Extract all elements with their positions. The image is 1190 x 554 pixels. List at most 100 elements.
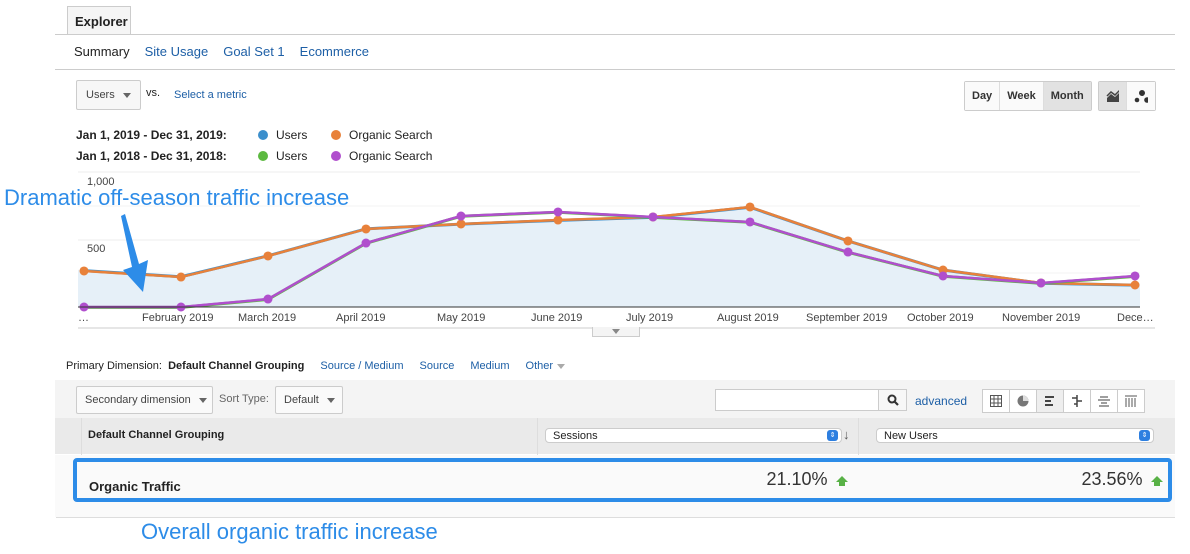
metric-dropdown[interactable]: Users bbox=[76, 80, 141, 110]
dimension-medium[interactable]: Medium bbox=[470, 360, 510, 372]
chevron-down-icon bbox=[612, 329, 620, 334]
data-point[interactable] bbox=[263, 294, 273, 304]
data-point[interactable] bbox=[938, 271, 948, 281]
data-point[interactable] bbox=[456, 219, 466, 229]
granularity-selector: Day Week Month bbox=[964, 81, 1092, 111]
week-button[interactable]: Week bbox=[1000, 82, 1044, 110]
term-cloud-button[interactable] bbox=[1091, 390, 1118, 412]
x-axis-label: Dece… bbox=[1117, 312, 1154, 324]
subtab-summary[interactable]: Summary bbox=[74, 44, 130, 59]
chart-area-fill bbox=[78, 206, 1140, 307]
data-point[interactable] bbox=[745, 217, 755, 227]
month-button[interactable]: Month bbox=[1043, 82, 1091, 110]
data-point[interactable] bbox=[553, 207, 563, 217]
dimension-source-medium[interactable]: Source / Medium bbox=[320, 360, 404, 372]
table-search-input[interactable] bbox=[715, 389, 879, 411]
data-point[interactable] bbox=[361, 238, 371, 248]
line-chart-button[interactable] bbox=[1099, 82, 1127, 110]
primary-dimension-active: Default Channel Grouping bbox=[168, 360, 305, 372]
y-tick-1000: 1,000 bbox=[87, 176, 115, 188]
data-point[interactable] bbox=[745, 202, 755, 212]
legend-dot-icon bbox=[258, 129, 268, 140]
data-point[interactable] bbox=[1036, 278, 1046, 288]
new-users-change: 23.56% bbox=[1030, 469, 1163, 490]
legend-dot-icon bbox=[331, 150, 341, 161]
dimension-column-header[interactable]: Default Channel Grouping bbox=[88, 429, 225, 441]
data-point[interactable] bbox=[843, 247, 853, 257]
subtab-ecommerce[interactable]: Ecommerce bbox=[299, 44, 370, 59]
chevron-down-icon bbox=[326, 397, 335, 403]
select-metric-link[interactable]: Select a metric bbox=[174, 89, 247, 101]
data-point[interactable] bbox=[648, 212, 658, 222]
table-row bbox=[55, 455, 1175, 517]
legend-label: Organic Search bbox=[349, 127, 433, 142]
chart-legend: Jan 1, 2019 - Dec 31, 2019: Users Organi… bbox=[76, 124, 432, 166]
term-cloud-icon bbox=[1098, 396, 1110, 407]
x-axis-label: September 2019 bbox=[806, 312, 888, 324]
sessions-change-value: 21.10% bbox=[766, 469, 828, 489]
line-chart-icon bbox=[1106, 89, 1119, 102]
highlight-box bbox=[73, 458, 1172, 502]
chevron-down-icon bbox=[122, 92, 131, 98]
legend-label: Organic Search bbox=[349, 148, 433, 163]
new-users-label: New Users bbox=[884, 429, 938, 442]
data-point[interactable] bbox=[176, 272, 186, 282]
comparison-view-button[interactable] bbox=[1064, 390, 1091, 412]
secondary-dimension-dropdown[interactable]: Secondary dimension bbox=[76, 386, 213, 414]
legend-label: Users bbox=[276, 148, 308, 163]
x-axis-label: March 2019 bbox=[238, 312, 297, 324]
chevron-down-icon bbox=[198, 397, 207, 403]
pivot-view-button[interactable] bbox=[1118, 390, 1145, 412]
divider bbox=[55, 69, 1175, 70]
legend-row-2018: Jan 1, 2018 - Dec 31, 2018: Users Organi… bbox=[76, 145, 432, 166]
dimension-other[interactable]: Other bbox=[526, 360, 566, 372]
annotation-arrow-icon bbox=[121, 214, 148, 292]
new-users-change-value: 23.56% bbox=[1081, 469, 1143, 489]
x-axis-label: February 2019 bbox=[142, 312, 214, 324]
data-point[interactable] bbox=[843, 236, 853, 246]
data-point[interactable] bbox=[263, 251, 273, 261]
primary-dimension-bar: Primary Dimension: Default Channel Group… bbox=[66, 360, 566, 372]
data-point[interactable] bbox=[361, 224, 371, 234]
subtab-site-usage[interactable]: Site Usage bbox=[144, 44, 209, 59]
data-point[interactable] bbox=[79, 266, 89, 276]
line-chart[interactable] bbox=[0, 0, 1190, 340]
metric-selected: Users bbox=[86, 89, 115, 101]
select-arrows-icon: ⇕ bbox=[827, 430, 838, 441]
tab-explorer[interactable]: Explorer bbox=[67, 6, 131, 35]
sort-type-dropdown[interactable]: Default bbox=[275, 386, 343, 414]
x-axis-label: April 2019 bbox=[336, 312, 386, 324]
legend-date: Jan 1, 2019 - Dec 31, 2019: bbox=[76, 127, 227, 142]
new-users-metric-select[interactable]: New Users ⇕ bbox=[876, 428, 1154, 443]
advanced-filter-link[interactable]: advanced bbox=[915, 394, 968, 408]
comparison-icon bbox=[1072, 395, 1082, 407]
chevron-down-icon bbox=[557, 364, 566, 369]
sort-descending-icon[interactable]: ↓ bbox=[843, 427, 850, 442]
grid-icon bbox=[990, 395, 1002, 407]
chart-collapse-toggle[interactable] bbox=[592, 327, 640, 337]
subtab-goal-set-1[interactable]: Goal Set 1 bbox=[223, 44, 285, 59]
divider bbox=[56, 517, 1175, 518]
bar-list-icon bbox=[1045, 396, 1054, 406]
day-button[interactable]: Day bbox=[965, 82, 1001, 110]
row-channel-name[interactable]: Organic Traffic bbox=[89, 479, 181, 494]
legend-dot-icon bbox=[258, 150, 268, 161]
subtabs: Summary Site Usage Goal Set 1 Ecommerce bbox=[74, 44, 369, 59]
x-axis-label: May 2019 bbox=[437, 312, 486, 324]
data-view-button[interactable] bbox=[983, 390, 1010, 412]
data-point[interactable] bbox=[1130, 280, 1140, 290]
primary-dimension-label: Primary Dimension: Default Channel Group… bbox=[66, 360, 305, 372]
data-point[interactable] bbox=[553, 215, 563, 225]
up-arrow-icon bbox=[1151, 476, 1163, 486]
dimension-source[interactable]: Source bbox=[419, 360, 455, 372]
search-button[interactable] bbox=[879, 389, 907, 411]
performance-view-button[interactable] bbox=[1037, 390, 1064, 412]
motion-chart-button[interactable] bbox=[1127, 82, 1155, 110]
sort-type-value: Default bbox=[284, 394, 319, 406]
sessions-metric-select[interactable]: Sessions ⇕ bbox=[545, 428, 842, 443]
search-icon bbox=[887, 394, 899, 406]
data-point[interactable] bbox=[456, 211, 466, 221]
data-point[interactable] bbox=[1130, 271, 1140, 281]
y-tick-500: 500 bbox=[87, 243, 106, 255]
percentage-view-button[interactable] bbox=[1010, 390, 1037, 412]
